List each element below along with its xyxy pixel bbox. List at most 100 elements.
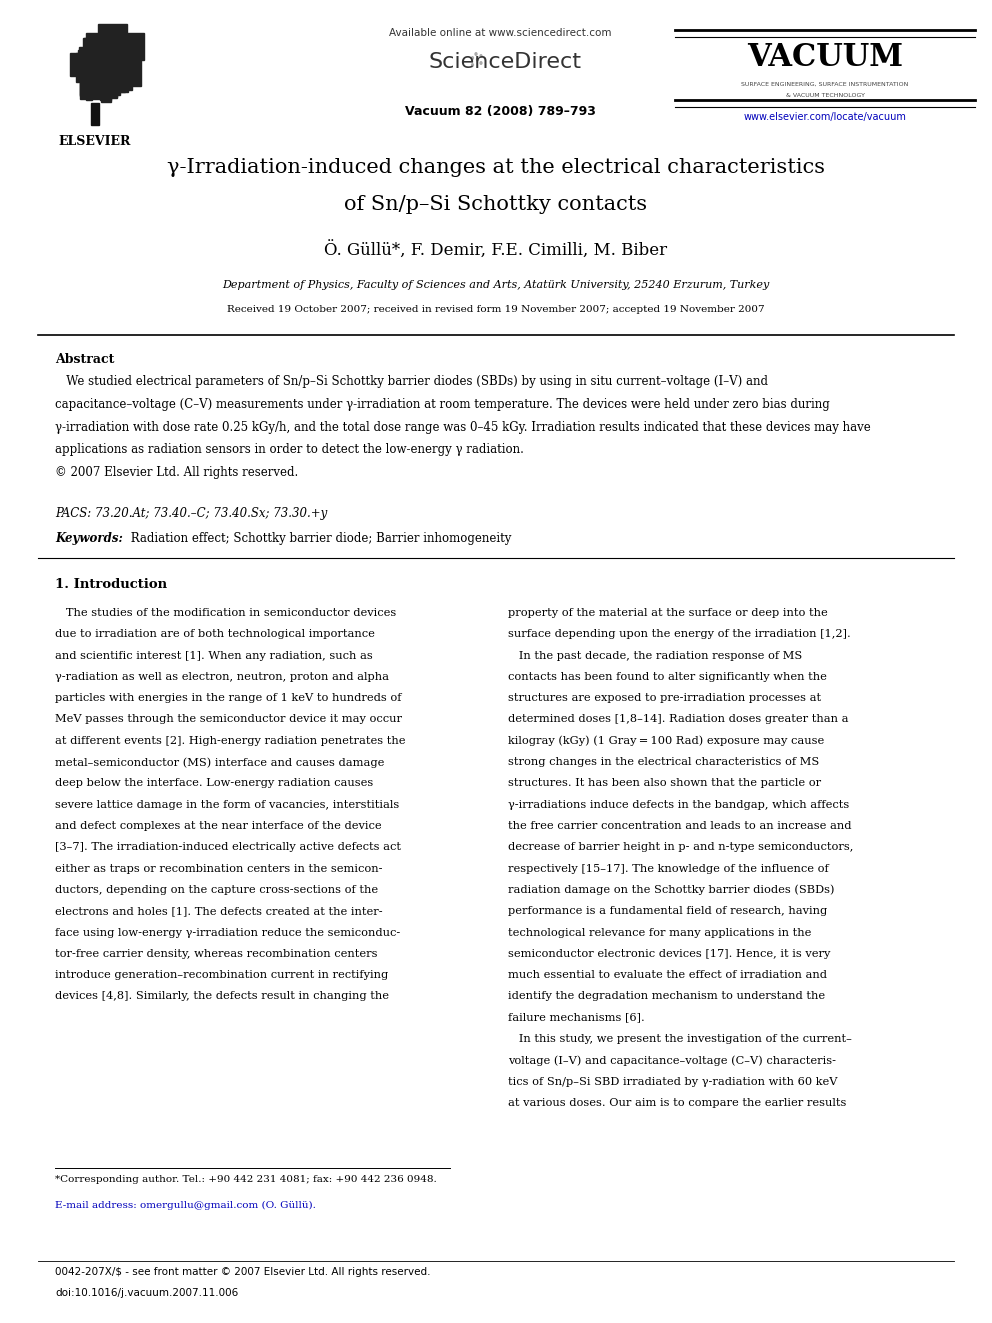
Text: either as traps or recombination centers in the semicon-: either as traps or recombination centers… <box>55 864 383 873</box>
Text: voltage (I–V) and capacitance–voltage (C–V) characteris-: voltage (I–V) and capacitance–voltage (C… <box>508 1056 836 1066</box>
Text: Available online at www.sciencedirect.com: Available online at www.sciencedirect.co… <box>389 28 611 38</box>
Text: failure mechanisms [6].: failure mechanisms [6]. <box>508 1012 645 1023</box>
Bar <box>105 81 120 95</box>
Text: kilogray (kGy) (1 Gray = 100 Rad) exposure may cause: kilogray (kGy) (1 Gray = 100 Rad) exposu… <box>508 736 824 746</box>
Bar <box>96 56 117 78</box>
Bar <box>82 50 87 56</box>
Text: © 2007 Elsevier Ltd. All rights reserved.: © 2007 Elsevier Ltd. All rights reserved… <box>55 466 299 479</box>
Bar <box>80 71 105 97</box>
Text: ductors, depending on the capture cross-sections of the: ductors, depending on the capture cross-… <box>55 885 378 894</box>
Text: tics of Sn/p–Si SBD irradiated by γ-radiation with 60 keV: tics of Sn/p–Si SBD irradiated by γ-radi… <box>508 1077 837 1086</box>
Bar <box>109 48 123 61</box>
Text: [3–7]. The irradiation-induced electrically active defects act: [3–7]. The irradiation-induced electrica… <box>55 843 401 852</box>
Bar <box>75 53 89 66</box>
Bar <box>69 53 93 77</box>
Text: VACUUM: VACUUM <box>747 42 903 73</box>
Text: We studied electrical parameters of Sn/p–Si Schottky barrier diodes (SBDs) by us: We studied electrical parameters of Sn/p… <box>55 374 768 388</box>
Text: structures are exposed to pre-irradiation processes at: structures are exposed to pre-irradiatio… <box>508 693 821 704</box>
Bar <box>93 81 108 95</box>
Circle shape <box>471 64 473 66</box>
Bar <box>90 56 97 64</box>
Bar <box>104 56 125 77</box>
Text: the free carrier concentration and leads to an increase and: the free carrier concentration and leads… <box>508 822 851 831</box>
Bar <box>86 33 106 53</box>
Bar <box>109 62 127 79</box>
Text: respectively [15–17]. The knowledge of the influence of: respectively [15–17]. The knowledge of t… <box>508 864 828 873</box>
Text: face using low-energy γ-irradiation reduce the semiconduc-: face using low-energy γ-irradiation redu… <box>55 927 400 938</box>
Bar <box>114 60 141 86</box>
Bar <box>86 94 92 99</box>
Bar <box>97 65 125 91</box>
Text: and defect complexes at the near interface of the device: and defect complexes at the near interfa… <box>55 822 382 831</box>
Text: γ-irradiation with dose rate 0.25 kGy/h, and the total dose range was 0–45 kGy. : γ-irradiation with dose rate 0.25 kGy/h,… <box>55 421 871 434</box>
Text: electrons and holes [1]. The defects created at the inter-: electrons and holes [1]. The defects cre… <box>55 906 383 917</box>
Bar <box>111 49 125 62</box>
Text: 1. Introduction: 1. Introduction <box>55 578 167 591</box>
Text: contacts has been found to alter significantly when the: contacts has been found to alter signifi… <box>508 672 827 681</box>
Bar <box>79 78 100 98</box>
Text: performance is a fundamental field of research, having: performance is a fundamental field of re… <box>508 906 827 917</box>
Bar <box>103 83 117 98</box>
Text: technological relevance for many applications in the: technological relevance for many applica… <box>508 927 811 938</box>
Text: doi:10.1016/j.vacuum.2007.11.006: doi:10.1016/j.vacuum.2007.11.006 <box>55 1289 238 1298</box>
Bar <box>100 67 117 83</box>
Text: particles with energies in the range of 1 keV to hundreds of: particles with energies in the range of … <box>55 693 402 704</box>
Bar <box>106 69 125 87</box>
Text: Abstract: Abstract <box>55 353 114 366</box>
Text: In the past decade, the radiation response of MS: In the past decade, the radiation respon… <box>508 651 803 660</box>
Bar <box>84 38 112 65</box>
Bar <box>109 54 121 66</box>
Bar <box>98 90 105 98</box>
Bar <box>92 56 112 75</box>
Text: Keywords:: Keywords: <box>55 532 123 545</box>
Bar <box>108 64 125 81</box>
Circle shape <box>475 53 477 56</box>
Text: decrease of barrier height in p- and n-type semiconductors,: decrease of barrier height in p- and n-t… <box>508 843 853 852</box>
Text: tor-free carrier density, whereas recombination centers: tor-free carrier density, whereas recomb… <box>55 949 378 959</box>
Bar <box>92 44 110 62</box>
Text: at various doses. Our aim is to compare the earlier results: at various doses. Our aim is to compare … <box>508 1098 846 1107</box>
Text: γ-irradiations induce defects in the bandgap, which affects: γ-irradiations induce defects in the ban… <box>508 799 849 810</box>
Circle shape <box>480 62 482 65</box>
Text: Radiation effect; Schottky barrier diode; Barrier inhomogeneity: Radiation effect; Schottky barrier diode… <box>127 532 511 545</box>
Text: In this study, we present the investigation of the current–: In this study, we present the investigat… <box>508 1035 852 1044</box>
Bar <box>99 45 117 62</box>
Bar <box>77 66 89 78</box>
Bar <box>79 70 105 95</box>
Text: Received 19 October 2007; received in revised form 19 November 2007; accepted 19: Received 19 October 2007; received in re… <box>227 306 765 314</box>
Text: devices [4,8]. Similarly, the defects result in changing the: devices [4,8]. Similarly, the defects re… <box>55 991 389 1002</box>
Text: introduce generation–recombination current in rectifying: introduce generation–recombination curre… <box>55 970 388 980</box>
Text: Vacuum 82 (2008) 789–793: Vacuum 82 (2008) 789–793 <box>405 105 595 118</box>
Text: & VACUUM TECHNOLOGY: & VACUUM TECHNOLOGY <box>786 93 864 98</box>
Bar <box>104 48 114 57</box>
Text: due to irradiation are of both technological importance: due to irradiation are of both technolog… <box>55 630 375 639</box>
Bar <box>76 56 102 82</box>
Text: 0042-207X/$ - see front matter © 2007 Elsevier Ltd. All rights reserved.: 0042-207X/$ - see front matter © 2007 El… <box>55 1267 431 1277</box>
Text: semiconductor electronic devices [17]. Hence, it is very: semiconductor electronic devices [17]. H… <box>508 949 830 959</box>
Text: metal–semiconductor (MS) interface and causes damage: metal–semiconductor (MS) interface and c… <box>55 757 384 767</box>
Text: determined doses [1,8–14]. Radiation doses greater than a: determined doses [1,8–14]. Radiation dos… <box>508 714 848 725</box>
Bar <box>95 64 105 73</box>
Bar <box>115 61 124 70</box>
Bar <box>87 49 96 58</box>
Bar <box>99 34 118 53</box>
Bar <box>78 50 97 69</box>
Bar <box>100 89 111 99</box>
Text: E-mail address: omergullu@gmail.com (O. Güllü).: E-mail address: omergullu@gmail.com (O. … <box>55 1201 315 1211</box>
Bar <box>98 24 127 53</box>
Text: *Corresponding author. Tel.: +90 442 231 4081; fax: +90 442 236 0948.: *Corresponding author. Tel.: +90 442 231… <box>55 1175 436 1184</box>
Text: much essential to evaluate the effect of irradiation and: much essential to evaluate the effect of… <box>508 970 827 980</box>
Bar <box>103 56 117 70</box>
Text: strong changes in the electrical characteristics of MS: strong changes in the electrical charact… <box>508 757 819 767</box>
Circle shape <box>476 58 478 61</box>
Text: γ-Irradiation-induced changes at the electrical characteristics: γ-Irradiation-induced changes at the ele… <box>167 157 825 177</box>
Bar <box>98 54 110 66</box>
Text: ScienceDirect: ScienceDirect <box>429 52 581 71</box>
Bar <box>82 37 110 65</box>
Text: Department of Physics, Faculty of Sciences and Arts, Atatürk University, 25240 E: Department of Physics, Faculty of Scienc… <box>222 280 770 290</box>
Text: and scientific interest [1]. When any radiation, such as: and scientific interest [1]. When any ra… <box>55 651 373 660</box>
Text: capacitance–voltage (C–V) measurements under γ-irradiation at room temperature. : capacitance–voltage (C–V) measurements u… <box>55 398 829 411</box>
Bar <box>79 48 91 60</box>
Bar <box>117 33 145 61</box>
Text: SURFACE ENGINEERING, SURFACE INSTRUMENTATION: SURFACE ENGINEERING, SURFACE INSTRUMENTA… <box>741 82 909 87</box>
